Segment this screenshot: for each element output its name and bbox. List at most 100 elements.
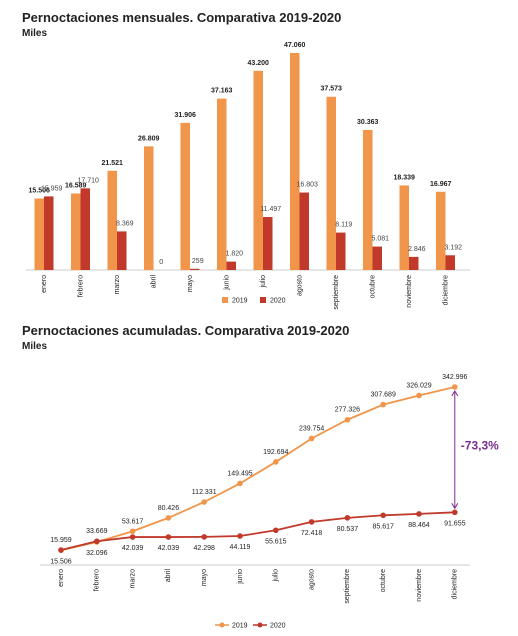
data-label: 53.617 bbox=[122, 518, 144, 525]
data-label: 16.967 bbox=[430, 181, 452, 188]
marker bbox=[452, 384, 458, 390]
x-tick-label: abril bbox=[165, 569, 172, 583]
data-label: 8.369 bbox=[116, 220, 134, 227]
bar bbox=[144, 146, 154, 270]
legend-swatch bbox=[257, 622, 263, 628]
marker bbox=[237, 480, 243, 487]
data-label: 37.573 bbox=[321, 86, 343, 93]
data-label: 149.495 bbox=[227, 470, 252, 477]
legend-swatch bbox=[222, 297, 228, 303]
bar bbox=[326, 96, 336, 270]
data-label: 21.521 bbox=[102, 160, 124, 167]
legend-label: 2019 bbox=[232, 298, 248, 305]
data-label: 259 bbox=[192, 258, 204, 265]
data-label: 342.996 bbox=[442, 374, 467, 381]
bar bbox=[445, 255, 455, 270]
x-tick-label: septiembre bbox=[333, 275, 340, 310]
marker bbox=[452, 509, 458, 516]
marker bbox=[129, 528, 136, 535]
x-tick-label: diciembre bbox=[452, 569, 459, 599]
x-tick-label: agosto bbox=[296, 275, 303, 296]
data-label: 42.039 bbox=[158, 545, 180, 552]
legend-swatch bbox=[219, 622, 225, 628]
data-label: 80.537 bbox=[337, 526, 359, 533]
data-label: 277.326 bbox=[335, 407, 360, 414]
bar bbox=[71, 193, 81, 270]
bar bbox=[217, 98, 227, 270]
data-label: 11.497 bbox=[260, 206, 281, 213]
annotation: -73,3% bbox=[461, 439, 499, 453]
bar bbox=[107, 170, 117, 270]
x-tick-label: diciembre bbox=[442, 275, 449, 305]
legend-label: 2020 bbox=[270, 623, 286, 630]
data-label: 80.426 bbox=[158, 505, 180, 512]
bar bbox=[290, 53, 300, 270]
marker bbox=[308, 435, 315, 442]
line bbox=[60, 511, 455, 551]
data-label: 2.846 bbox=[408, 246, 426, 253]
data-label: 37.163 bbox=[211, 88, 233, 95]
marker bbox=[273, 527, 279, 534]
legend-swatch bbox=[260, 297, 266, 303]
x-tick-label: junio bbox=[237, 569, 244, 585]
data-label: 55.615 bbox=[265, 538, 287, 545]
marker bbox=[380, 512, 387, 519]
data-label: 15.959 bbox=[50, 537, 72, 544]
data-label: 15.506 bbox=[29, 187, 51, 194]
bar bbox=[372, 246, 382, 270]
x-tick-label: febrero bbox=[94, 569, 101, 591]
marker bbox=[308, 519, 315, 525]
data-label: 44.119 bbox=[230, 544, 251, 551]
data-label: 72.418 bbox=[301, 530, 323, 537]
chart-title: Pernoctaciones mensuales. Comparativa 20… bbox=[22, 10, 341, 25]
marker bbox=[201, 499, 207, 505]
data-label: 33.669 bbox=[86, 528, 108, 535]
x-tick-label: marzo bbox=[129, 569, 136, 589]
data-label: 16.803 bbox=[297, 182, 319, 189]
data-label: 112.331 bbox=[192, 489, 217, 496]
data-label: 15.506 bbox=[50, 558, 72, 565]
data-label: 8.119 bbox=[335, 222, 352, 229]
x-tick-label: octubre bbox=[369, 275, 376, 298]
annotation-arrow bbox=[451, 390, 459, 510]
line bbox=[60, 386, 456, 552]
data-label: 16.589 bbox=[65, 183, 87, 190]
marker bbox=[416, 392, 422, 399]
legend-label: 2019 bbox=[232, 623, 248, 630]
x-tick-label: marzo bbox=[114, 275, 121, 295]
bar bbox=[299, 192, 309, 270]
bar bbox=[336, 232, 346, 270]
bar bbox=[190, 268, 200, 270]
x-tick-label: julio bbox=[260, 275, 267, 289]
data-label: 5.081 bbox=[371, 236, 389, 243]
data-label: 307.689 bbox=[371, 392, 396, 399]
legend-label: 2020 bbox=[270, 298, 286, 305]
data-label: 88.464 bbox=[408, 522, 430, 529]
marker bbox=[129, 534, 136, 540]
x-tick-label: mayo bbox=[201, 569, 208, 586]
marker bbox=[380, 401, 387, 408]
marker bbox=[344, 416, 351, 423]
data-label: 1.820 bbox=[225, 251, 243, 258]
data-label: 326.029 bbox=[406, 382, 431, 389]
x-tick-label: abril bbox=[150, 275, 157, 289]
x-tick-label: noviembre bbox=[416, 569, 423, 602]
marker bbox=[416, 511, 422, 517]
data-label: 239.754 bbox=[299, 425, 324, 432]
data-label: 31.906 bbox=[175, 112, 197, 119]
data-label: 0 bbox=[159, 259, 163, 266]
bar bbox=[399, 185, 409, 270]
marker bbox=[201, 534, 207, 540]
x-tick-label: julio bbox=[273, 569, 280, 583]
data-label: 15.959 bbox=[41, 185, 63, 192]
x-tick-label: septiembre bbox=[344, 569, 351, 604]
marker bbox=[58, 547, 64, 553]
bar bbox=[34, 198, 44, 270]
bar bbox=[180, 122, 190, 270]
data-label: 18.339 bbox=[394, 174, 416, 181]
data-label: 42.298 bbox=[193, 545, 215, 552]
data-label: 30.363 bbox=[357, 119, 379, 126]
x-tick-label: mayo bbox=[187, 275, 194, 292]
bar bbox=[80, 188, 90, 270]
